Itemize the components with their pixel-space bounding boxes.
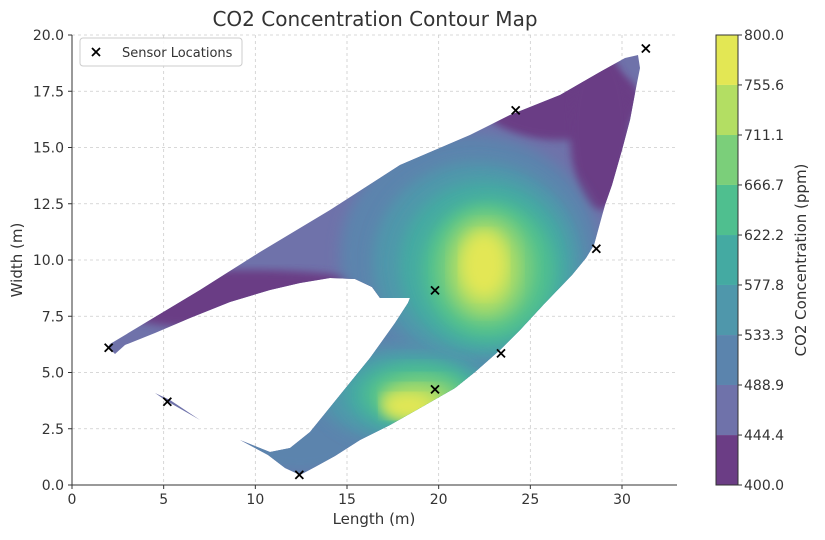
- sensor-markers: [104, 43, 651, 480]
- sensor-marker: [294, 470, 304, 480]
- colorbar-band: [716, 35, 738, 85]
- legend-label: Sensor Locations: [122, 46, 233, 61]
- colorbar-band: [716, 235, 738, 285]
- colorbar-tick-label: 444.4: [744, 428, 784, 444]
- y-tick-label: 20.0: [33, 28, 64, 44]
- colorbar-band: [716, 384, 738, 436]
- colorbar-tick-label: 666.7: [744, 178, 784, 194]
- legend-marker-icon: [91, 47, 101, 57]
- colorbar-band: [716, 435, 738, 485]
- sensor-marker: [641, 43, 651, 54]
- colorbar: 400.0 444.4 488.9 533.3 577.8 622.2 666.7 711.1…: [715, 28, 784, 494]
- y-tick-label: 15.0: [33, 141, 64, 157]
- sensor-marker: [496, 348, 506, 359]
- x-tick-label: 20: [430, 492, 448, 508]
- colorbar-tick-label: 533.3: [744, 328, 784, 344]
- colorbar-tick-label: 488.9: [744, 378, 784, 394]
- y-tick-label: 7.5: [42, 309, 64, 325]
- sensor-marker: [511, 105, 521, 116]
- x-tick-label: 10: [246, 492, 264, 508]
- legend-box: [79, 37, 243, 67]
- colorbar-band: [716, 135, 738, 185]
- colorbar-band: [716, 335, 738, 385]
- y-tick-label: 10.0: [33, 253, 64, 269]
- colorbar-tick-label: 800.0: [744, 28, 784, 44]
- colorbar-tick-label: 711.1: [744, 128, 784, 144]
- x-axis-label: Length (m): [333, 510, 416, 528]
- colorbar-band: [716, 84, 738, 136]
- y-tick-label: 12.5: [33, 197, 64, 213]
- x-tick-label: 0: [68, 492, 77, 508]
- colorbar-frame: [715, 34, 739, 486]
- colorbar-tick-label: 755.6: [744, 78, 784, 94]
- chart-title: CO2 Concentration Contour Map: [212, 7, 537, 31]
- colorbar-band: [716, 184, 738, 236]
- colorbar-tick-label: 400.0: [744, 478, 784, 494]
- y-tick-label: 5.0: [42, 366, 64, 382]
- x-tick-label: 15: [338, 492, 356, 508]
- y-tick-label: 2.5: [42, 422, 64, 438]
- x-tick-label: 5: [159, 492, 168, 508]
- y-tick-label: 0.0: [42, 478, 64, 494]
- sensor-marker: [104, 343, 114, 353]
- x-ticks: 0 5 10 15 20 25 30: [68, 485, 631, 508]
- sensor-marker: [591, 244, 601, 254]
- colorbar-band: [716, 284, 738, 336]
- legend: Sensor Locations: [79, 37, 243, 67]
- colorbar-label: CO2 Concentration (ppm): [792, 164, 810, 357]
- sensor-marker: [162, 397, 172, 407]
- colorbar-tick-label: 577.8: [744, 278, 784, 294]
- x-tick-label: 30: [613, 492, 631, 508]
- sensor-marker: [430, 384, 440, 395]
- colorbar-tick-label: 622.2: [744, 228, 784, 244]
- x-tick-label: 25: [521, 492, 539, 508]
- y-axis-label: Width (m): [8, 223, 26, 298]
- y-tick-label: 17.5: [33, 84, 64, 100]
- y-ticks: 0.0 2.5 5.0 7.5 10.0 12.5 15.0 17.5 20.0: [33, 28, 72, 494]
- sensor-marker: [430, 285, 440, 296]
